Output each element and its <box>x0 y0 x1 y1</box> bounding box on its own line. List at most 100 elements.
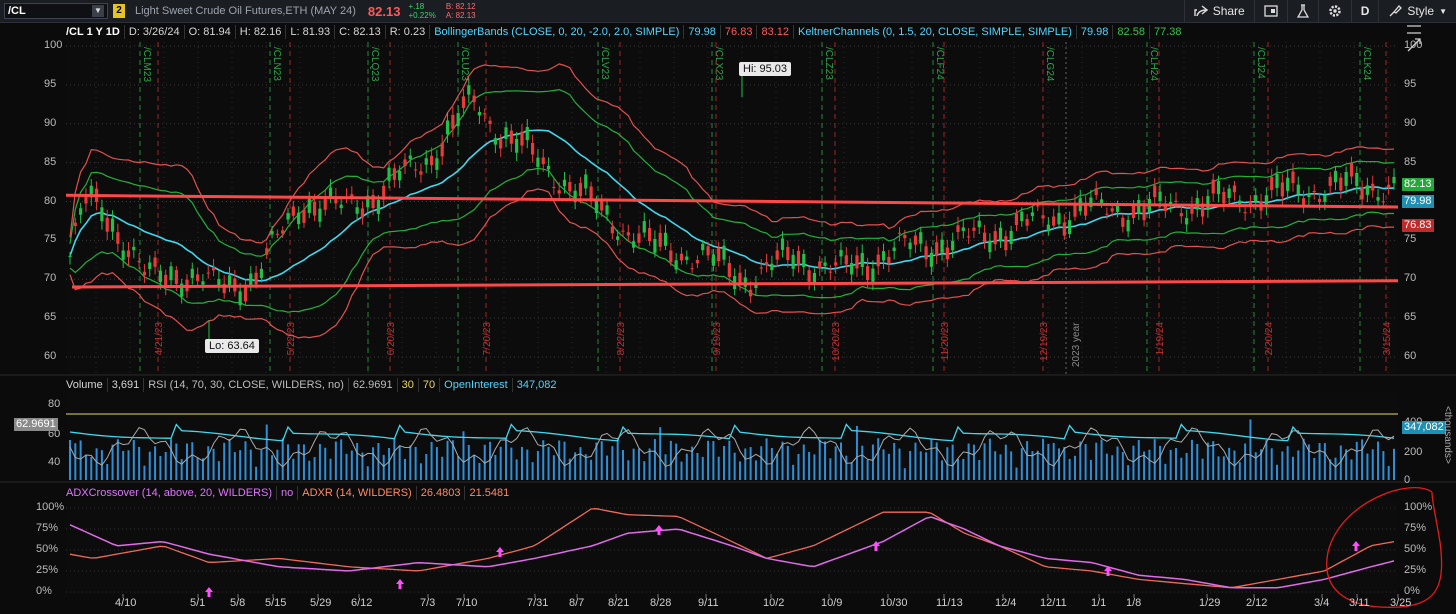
high-callout: Hi: 95.03 <box>739 62 792 76</box>
price-axis-label: 90 <box>44 116 57 129</box>
expiration-marker-label: /CLK24 <box>1361 47 1372 81</box>
last-price: 82.13 <box>367 3 401 19</box>
volume-label[interactable]: Volume <box>66 379 103 391</box>
link-group-badge[interactable]: 2 <box>113 4 125 18</box>
candle-body <box>743 277 747 287</box>
candle-body <box>1057 212 1061 225</box>
volume-bar <box>361 452 364 480</box>
volume-bar <box>723 446 726 480</box>
candle-body <box>738 272 742 285</box>
adxr-label[interactable]: ADXR (14, WILDERS) <box>297 486 415 500</box>
keltner-label[interactable]: KeltnerChannels (0, 1.5, 20, CLOSE, SIMP… <box>792 25 1076 39</box>
studies-button[interactable] <box>1286 0 1318 22</box>
candle-body <box>376 200 380 214</box>
volume-bar <box>1105 453 1108 480</box>
volume-bar <box>765 438 768 480</box>
candle-body <box>1089 197 1093 207</box>
candle-body <box>674 260 678 270</box>
style-button[interactable]: Style ▼ <box>1378 0 1456 22</box>
volume-bar <box>850 462 853 480</box>
adx-line <box>69 508 1395 589</box>
settings-button[interactable] <box>1317 0 1351 22</box>
candle-body <box>759 267 763 269</box>
period-button[interactable]: D <box>1350 0 1379 22</box>
volume-bar <box>574 452 577 480</box>
date-marker-label: 6/20/23 <box>386 322 397 356</box>
volume-bar <box>435 447 438 480</box>
x-axis-date-label: 7/3 <box>420 597 436 609</box>
adx-crossover-label[interactable]: ADXCrossover (14, above, 20, WILDERS) <box>66 487 273 499</box>
candle-body <box>887 256 891 264</box>
rsi-axis-label: 60 <box>48 428 61 440</box>
volume-bar <box>467 444 470 480</box>
candle-body <box>1137 199 1141 214</box>
candle-body <box>1126 219 1130 232</box>
share-button[interactable]: Share <box>1183 0 1254 22</box>
x-axis-date-label: 5/1 <box>190 597 206 609</box>
candle-body <box>1105 213 1109 215</box>
x-axis-date-label: 10/9 <box>821 597 843 609</box>
candle-body <box>1227 188 1231 199</box>
volume-bar <box>893 442 896 480</box>
volume-bar <box>201 458 204 480</box>
last-price-tag: 82.13 <box>1402 178 1434 191</box>
candle-body <box>169 266 173 281</box>
date-marker-label: 7/20/23 <box>482 322 493 356</box>
chevron-down-icon[interactable]: ▼ <box>92 5 104 17</box>
candle-body <box>137 261 141 263</box>
adx-axis-label: 25% <box>1404 564 1427 576</box>
lower-band-price-tag: 76.83 <box>1402 219 1434 232</box>
volume-bar <box>265 424 268 480</box>
notes-button[interactable] <box>1253 0 1287 22</box>
candle-body <box>897 232 902 234</box>
candle-body <box>429 155 434 166</box>
candle-body <box>1174 200 1178 202</box>
volume-bar <box>127 450 130 480</box>
volume-bar <box>808 451 811 480</box>
volume-bar <box>1339 445 1342 480</box>
volume-bar <box>648 448 651 480</box>
candle-body <box>1222 191 1226 204</box>
price-info-row: /CL 1 Y 1D D: 3/26/24 O: 81.94 H: 82.16 … <box>62 25 1185 39</box>
volume-bar <box>1169 449 1172 480</box>
expand-panel-icon[interactable] <box>1405 24 1423 54</box>
candle-body <box>690 268 694 270</box>
chart-canvas[interactable]: /CLM23/CLN23/CLQ23/CLU23/CLV23/CLX23/CLZ… <box>0 22 1456 614</box>
crossover-arrow-icon <box>1104 566 1112 576</box>
candle-body <box>318 208 322 222</box>
candle-body <box>408 155 412 159</box>
candle-body <box>961 227 965 231</box>
candle-body <box>217 279 221 286</box>
candle-body <box>302 209 306 223</box>
candle-body <box>1232 185 1237 193</box>
symbol-selector[interactable]: /CL ▼ <box>4 3 108 19</box>
volume-bar <box>350 450 353 480</box>
volume-bar <box>786 445 789 480</box>
volume-bar <box>792 464 795 480</box>
volume-bar <box>244 441 247 480</box>
open-interest-label[interactable]: OpenInterest <box>439 378 512 392</box>
top-toolbar: /CL ▼ 2 Light Sweet Crude Oil Futures,ET… <box>0 0 1456 23</box>
rsi-label[interactable]: RSI (14, 70, 30, CLOSE, WILDERS, no) <box>143 378 348 392</box>
chart-area[interactable]: /CL 1 Y 1D D: 3/26/24 O: 81.94 H: 82.16 … <box>0 22 1456 614</box>
volume-bar <box>1217 456 1220 480</box>
adx-axis-label: 0% <box>36 585 52 597</box>
volume-bar <box>1323 443 1326 480</box>
candle-body <box>1238 200 1242 205</box>
volume-bar <box>659 427 662 480</box>
volume-bar <box>887 453 890 480</box>
candle-body <box>775 250 779 260</box>
volume-bar <box>1228 447 1231 480</box>
bollinger-label[interactable]: BollingerBands (CLOSE, 0, 20, -2.0, 2.0,… <box>429 25 683 39</box>
candle-body <box>483 113 487 115</box>
x-axis-date-label: 10/2 <box>763 597 785 609</box>
candle-body <box>823 262 827 266</box>
candle-body <box>350 194 354 198</box>
volume-bar <box>1238 462 1241 480</box>
candle-body <box>1110 208 1114 212</box>
candle-body <box>360 208 365 218</box>
volume-bar <box>228 439 231 480</box>
x-axis-date-label: 3/25 <box>1390 597 1412 609</box>
volume-bar <box>861 445 864 480</box>
volume-bar <box>340 439 343 480</box>
